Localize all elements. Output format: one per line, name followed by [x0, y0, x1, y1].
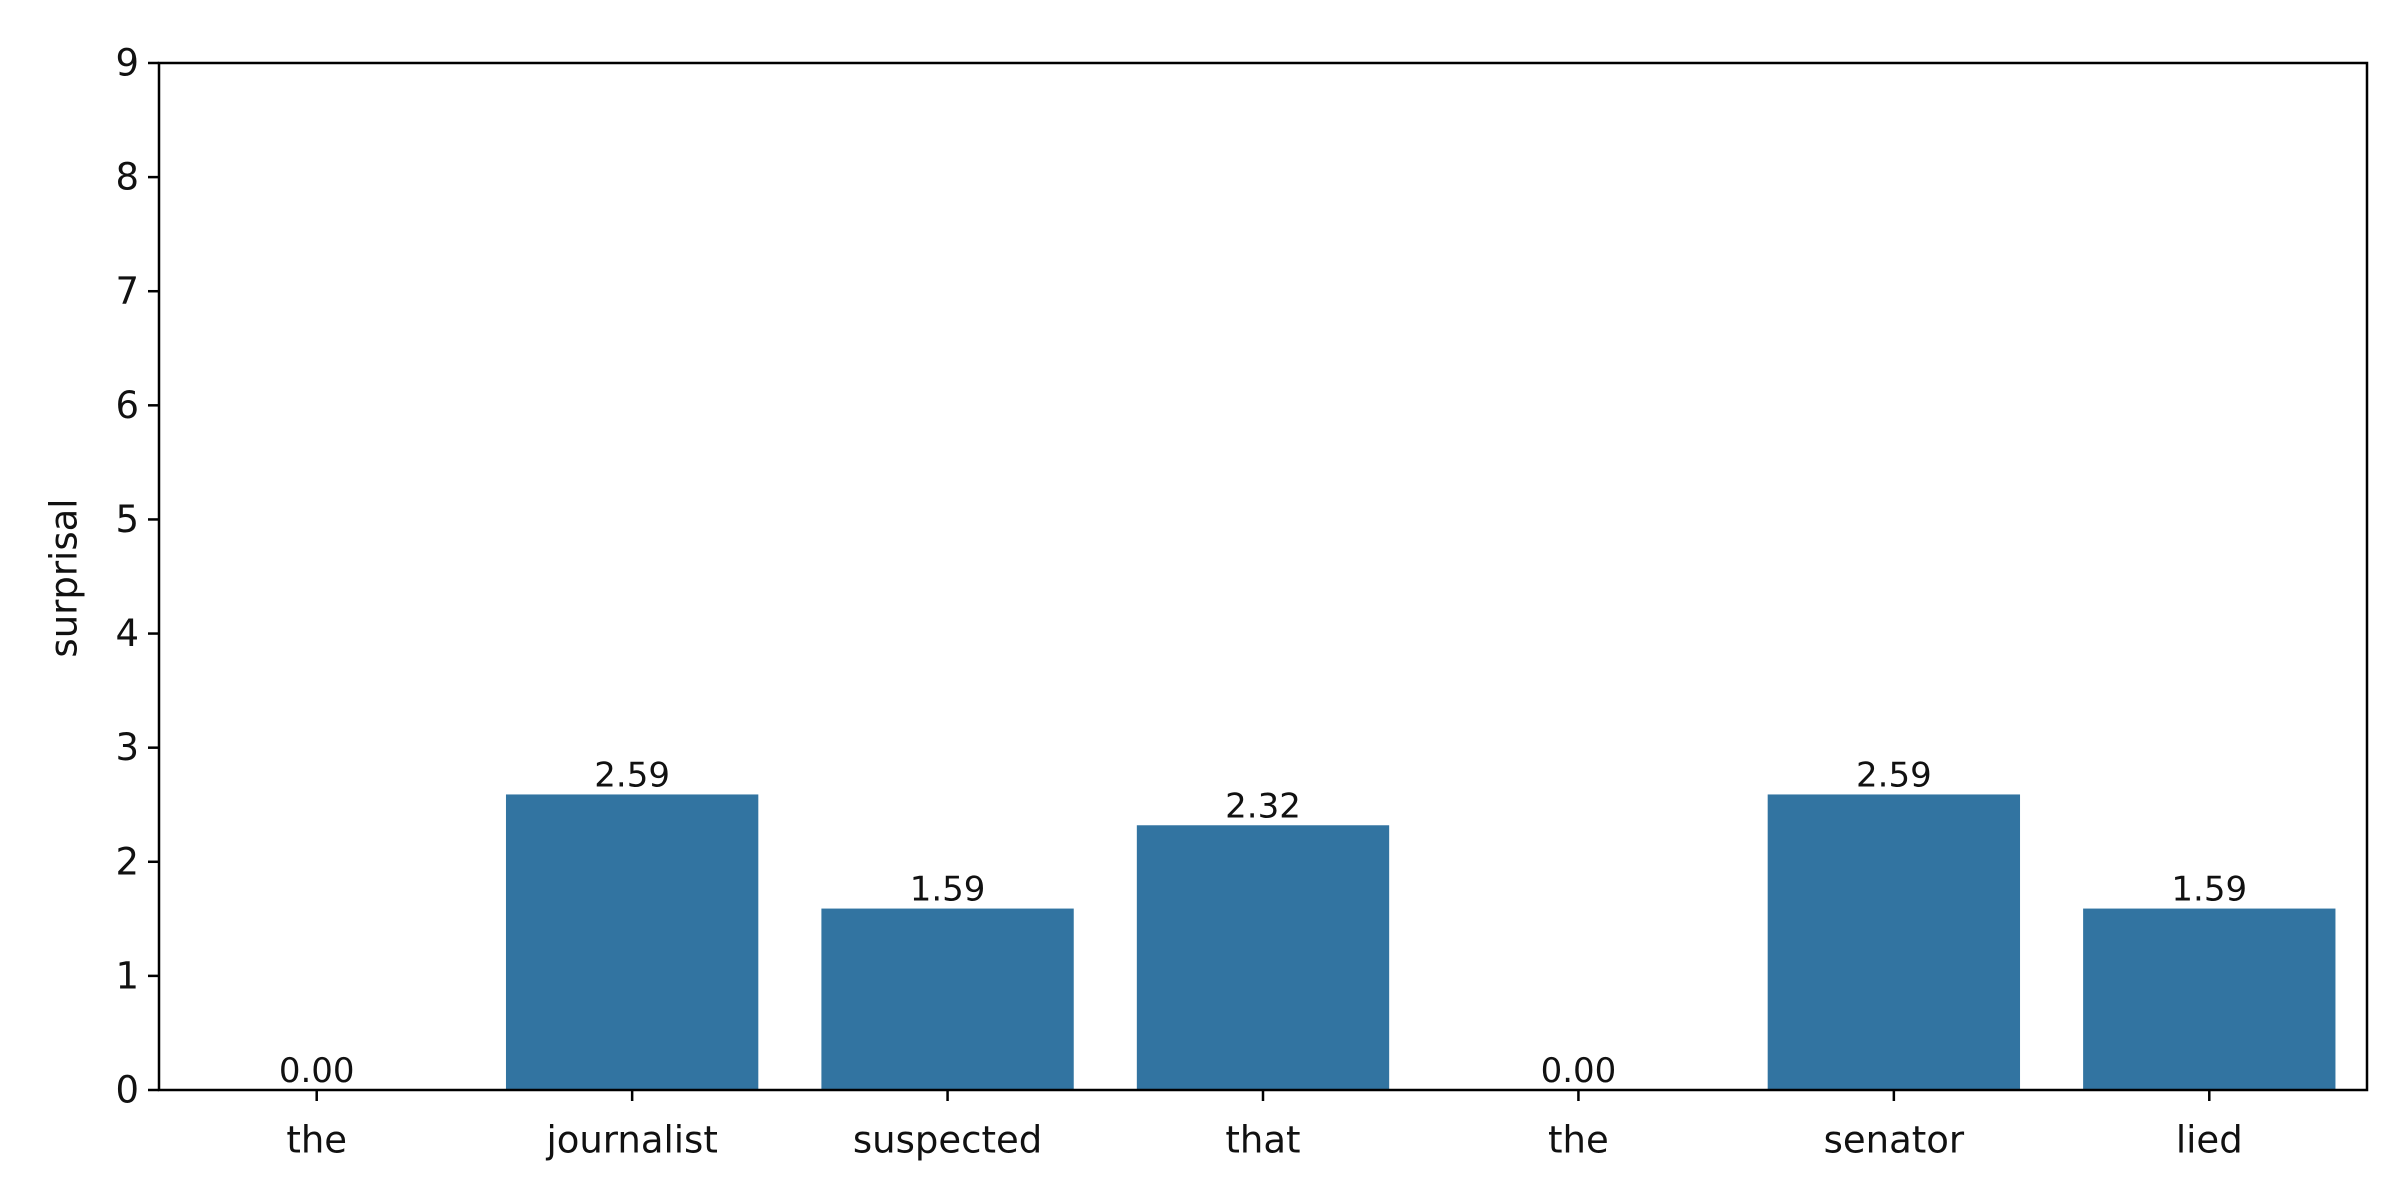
bar-lied-6: [2083, 908, 2336, 1090]
y-tick-label-8: 8: [115, 156, 139, 199]
y-axis: 0 1 2 3 4 5 6 7 8 9: [115, 42, 159, 1112]
y-tick-label-5: 5: [115, 498, 139, 541]
x-tick-label-5: senator: [1824, 1119, 1965, 1162]
y-tick-label-6: 6: [115, 384, 139, 427]
bar-value-label-3: 2.32: [1225, 786, 1301, 826]
y-tick-label-9: 9: [115, 42, 139, 85]
x-tick-label-3: that: [1225, 1119, 1300, 1162]
y-tick-label-2: 2: [115, 840, 139, 883]
bar-value-label-1: 2.59: [594, 755, 670, 795]
bar-value-label-6: 1.59: [2171, 870, 2247, 910]
bar-journalist-1: [505, 794, 759, 1090]
data-labels: 0.00 2.59 1.59 2.32 0.00 2.59 1.59: [279, 755, 2247, 1091]
bars-layer: [505, 794, 2336, 1090]
x-tick-label-1: journalist: [545, 1119, 717, 1162]
x-tick-label-6: lied: [2176, 1119, 2243, 1162]
bar-value-label-0: 0.00: [279, 1051, 355, 1091]
bar-that-3: [1136, 825, 1390, 1090]
bar-senator-5: [1767, 794, 2021, 1090]
y-tick-label-3: 3: [115, 726, 139, 769]
y-tick-label-1: 1: [115, 954, 139, 997]
bar-value-label-2: 1.59: [910, 870, 986, 910]
y-tick-label-0: 0: [115, 1069, 139, 1112]
x-tick-label-4: the: [1548, 1119, 1609, 1162]
bar-suspected-2: [821, 908, 1074, 1090]
y-tick-label-4: 4: [115, 612, 139, 655]
bar-value-label-5: 2.59: [1856, 755, 1932, 795]
x-tick-label-0: the: [286, 1119, 347, 1162]
bar-value-label-4: 0.00: [1541, 1051, 1617, 1091]
x-axis: the journalist suspected that the senator lied: [286, 1090, 2243, 1162]
y-tick-label-7: 7: [115, 270, 139, 313]
x-tick-label-2: suspected: [853, 1119, 1042, 1162]
y-axis-label: surprisal: [43, 498, 86, 657]
